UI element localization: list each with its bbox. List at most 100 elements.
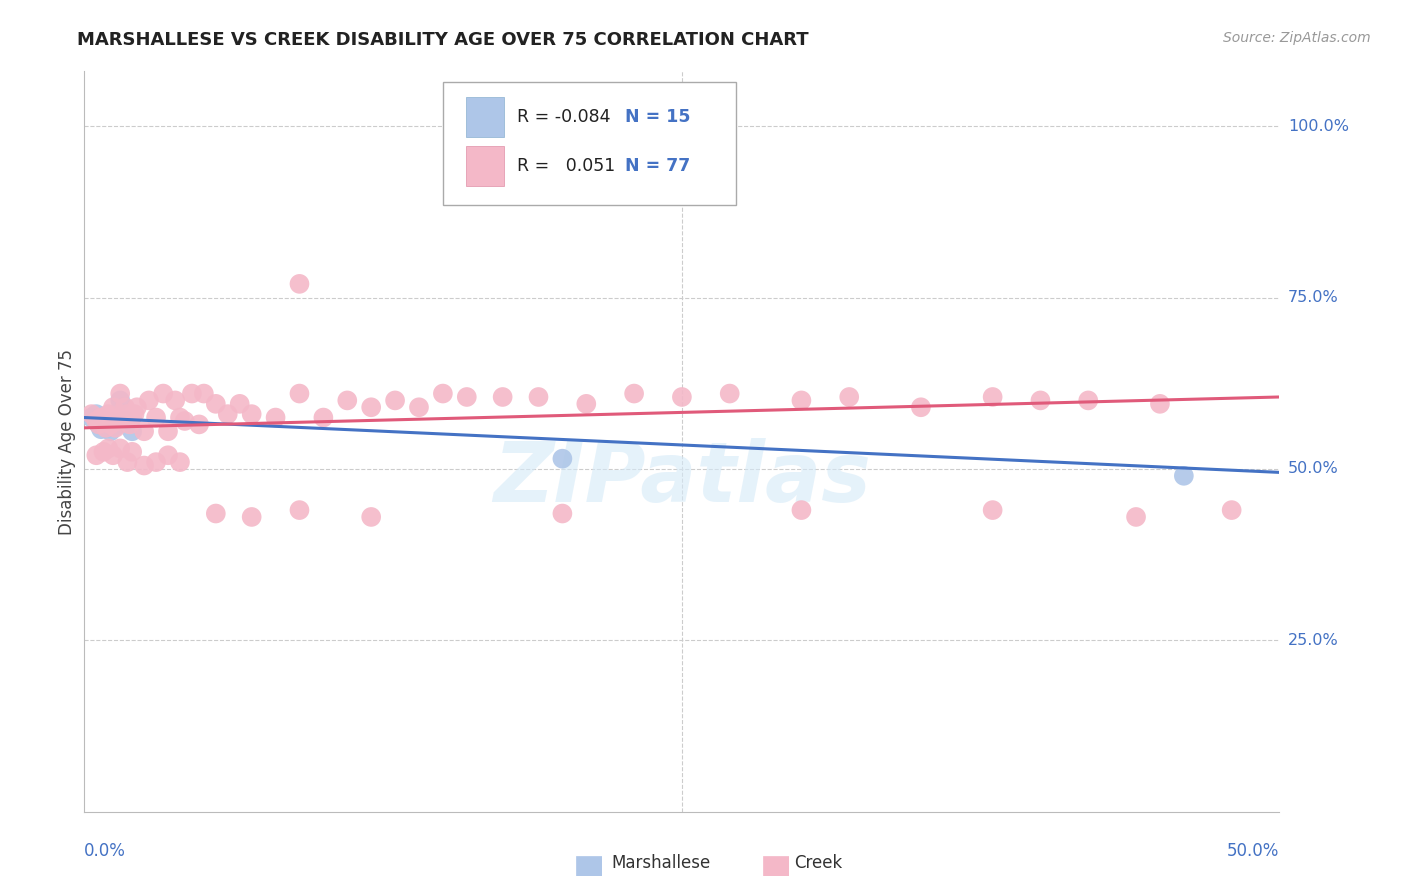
Point (240, 510, 263, 524)
Point (97, 442, 120, 456)
Text: 75.0%: 75.0% (1288, 290, 1339, 305)
Text: Source: ZipAtlas.com: Source: ZipAtlas.com (1223, 31, 1371, 45)
Point (90, 422, 112, 436)
Point (910, 401, 932, 415)
Point (80, 410, 103, 425)
Point (205, 507, 228, 521)
Point (181, 386, 204, 401)
Point (110, 393, 132, 408)
Point (838, 390, 860, 404)
Point (1125, 510, 1147, 524)
Point (121, 410, 143, 425)
Point (121, 445, 143, 459)
Text: N = 15: N = 15 (624, 108, 690, 127)
Point (93, 415, 115, 429)
Point (312, 410, 335, 425)
Point (264, 410, 287, 425)
Point (125, 401, 148, 415)
Point (169, 410, 191, 425)
Point (101, 415, 124, 429)
Point (107, 414, 129, 428)
FancyBboxPatch shape (443, 82, 735, 204)
Text: 50.0%: 50.0% (1288, 461, 1339, 476)
Point (527, 390, 550, 404)
Point (188, 417, 211, 432)
Point (623, 386, 645, 401)
Point (551, 451, 574, 466)
Point (97, 407, 120, 421)
Point (132, 458, 156, 473)
Point (165, 393, 187, 408)
Point (90, 410, 112, 425)
Point (94, 421, 117, 435)
Point (288, 386, 311, 401)
Point (104, 419, 127, 434)
Text: Creek: Creek (794, 855, 842, 872)
Point (100, 424, 122, 438)
Text: 50.0%: 50.0% (1227, 842, 1279, 860)
Point (157, 424, 180, 438)
Point (138, 393, 160, 408)
FancyBboxPatch shape (465, 146, 503, 186)
Point (288, 277, 311, 291)
Point (157, 448, 180, 462)
Point (86, 448, 108, 462)
Text: 25.0%: 25.0% (1288, 632, 1339, 648)
Point (456, 390, 478, 404)
Text: MARSHALLESE VS CREEK DISABILITY AGE OVER 75 CORRELATION CHART: MARSHALLESE VS CREEK DISABILITY AGE OVER… (77, 31, 808, 49)
Point (117, 455, 139, 469)
Point (360, 401, 382, 415)
Point (1220, 503, 1243, 517)
Point (217, 407, 239, 421)
Point (432, 386, 454, 401)
Point (718, 386, 741, 401)
Point (981, 390, 1004, 404)
Text: R = -0.084: R = -0.084 (517, 108, 610, 127)
Point (117, 407, 139, 421)
Point (551, 507, 574, 521)
Point (336, 393, 359, 408)
Y-axis label: Disability Age Over 75: Disability Age Over 75 (58, 349, 76, 534)
Point (173, 414, 195, 428)
Point (86, 414, 108, 428)
Point (360, 510, 382, 524)
Point (118, 417, 141, 432)
Point (101, 448, 124, 462)
Point (93, 445, 115, 459)
Point (205, 397, 228, 411)
Text: R =   0.051: R = 0.051 (517, 157, 616, 175)
Point (145, 410, 167, 425)
Point (110, 442, 132, 456)
Point (114, 414, 136, 428)
Point (104, 421, 127, 435)
Point (193, 386, 215, 401)
FancyBboxPatch shape (465, 97, 503, 137)
Point (114, 401, 136, 415)
Point (492, 390, 515, 404)
Text: 0.0%: 0.0% (84, 842, 127, 860)
Point (1149, 397, 1171, 411)
Point (124, 407, 146, 421)
Point (169, 455, 191, 469)
Point (288, 503, 311, 517)
Point (145, 455, 167, 469)
Point (790, 393, 813, 408)
Point (132, 424, 156, 438)
Point (110, 386, 132, 401)
Point (981, 503, 1004, 517)
Point (1173, 468, 1195, 483)
Point (87, 417, 110, 432)
Point (671, 390, 693, 404)
Point (101, 401, 124, 415)
Point (97, 421, 120, 435)
Point (1029, 393, 1052, 408)
Point (100, 417, 122, 432)
Point (384, 393, 406, 408)
Text: N = 77: N = 77 (624, 157, 690, 175)
Point (408, 401, 430, 415)
Point (1077, 393, 1099, 408)
Text: Marshallese: Marshallese (612, 855, 711, 872)
Point (575, 397, 598, 411)
Point (229, 397, 252, 411)
Point (240, 407, 263, 421)
